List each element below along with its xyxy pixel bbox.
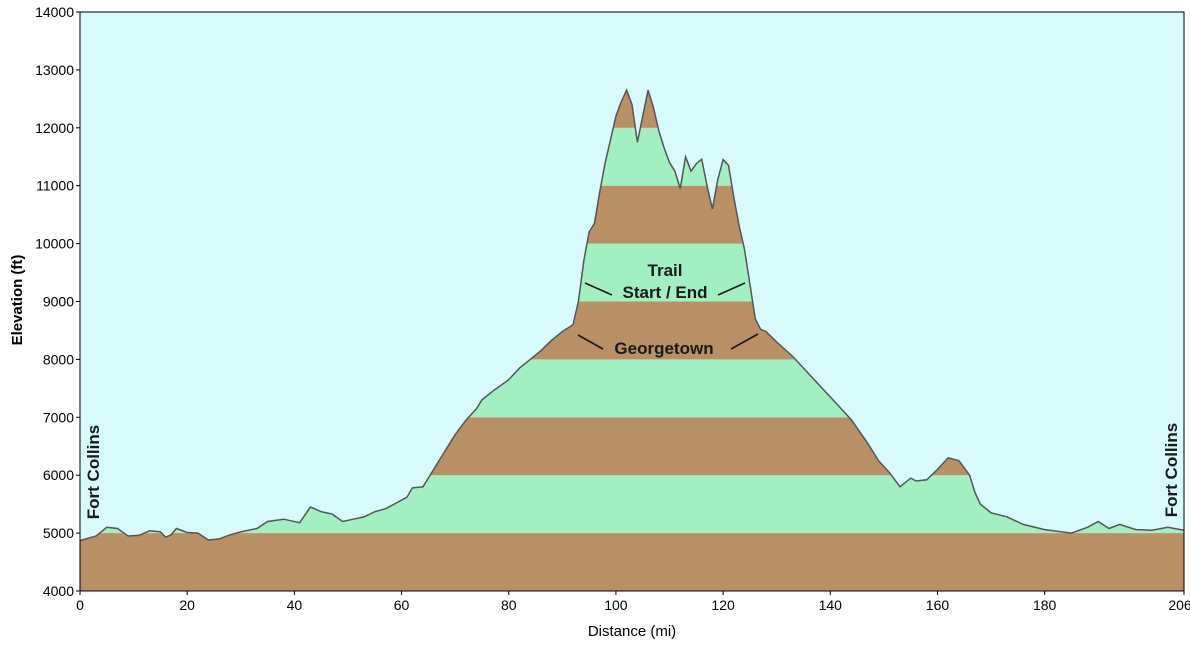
x-tick-label: 120 [711, 597, 735, 613]
y-tick-label: 12000 [35, 120, 74, 136]
x-axis-ticks: 0 20 40 60 80 100 120 140 160 180 206 [76, 591, 1190, 613]
y-tick-label: 5000 [43, 525, 74, 541]
x-tick-label: 206 [1168, 597, 1190, 613]
y-tick-label: 13000 [35, 62, 74, 78]
x-tick-label: 40 [287, 597, 303, 613]
annotation-fort-collins-left: Fort Collins [84, 425, 103, 519]
y-tick-label: 14000 [35, 4, 74, 20]
annotation-start-end: Start / End [622, 283, 707, 302]
x-tick-label: 60 [394, 597, 410, 613]
annotation-pointer-left-georgetown [577, 334, 604, 350]
x-tick-label: 160 [926, 597, 950, 613]
y-tick-label: 7000 [43, 409, 74, 425]
y-axis-title: Elevation (ft) [9, 255, 26, 346]
annotation-pointer-right-trail [717, 282, 746, 296]
annotation-pointer-left-trail [584, 282, 613, 296]
y-axis-ticks: 4000 5000 6000 7000 8000 9000 10000 11000 12000 1… [35, 4, 80, 599]
x-tick-label: 140 [819, 597, 843, 613]
y-tick-label: 4000 [43, 583, 74, 599]
annotation-pointer-right-georgetown [730, 333, 759, 350]
x-tick-label: 20 [179, 597, 195, 613]
x-tick-label: 100 [604, 597, 628, 613]
annotation-georgetown: Georgetown [614, 339, 713, 358]
y-tick-label: 10000 [35, 236, 74, 252]
elevation-band-4000-5000 [80, 533, 1184, 591]
annotation-fort-collins-right: Fort Collins [1162, 423, 1181, 517]
y-tick-label: 9000 [43, 294, 74, 310]
y-tick-label: 6000 [43, 467, 74, 483]
elevation-profile-line [79, 88, 1185, 542]
annotation-trail: Trail [648, 261, 683, 280]
x-tick-label: 0 [76, 597, 84, 613]
x-tick-label: 180 [1033, 597, 1057, 613]
x-axis-title: Distance (mi) [588, 623, 676, 640]
y-tick-label: 11000 [36, 178, 74, 194]
x-tick-label: 80 [501, 597, 517, 613]
y-tick-label: 8000 [43, 351, 74, 367]
